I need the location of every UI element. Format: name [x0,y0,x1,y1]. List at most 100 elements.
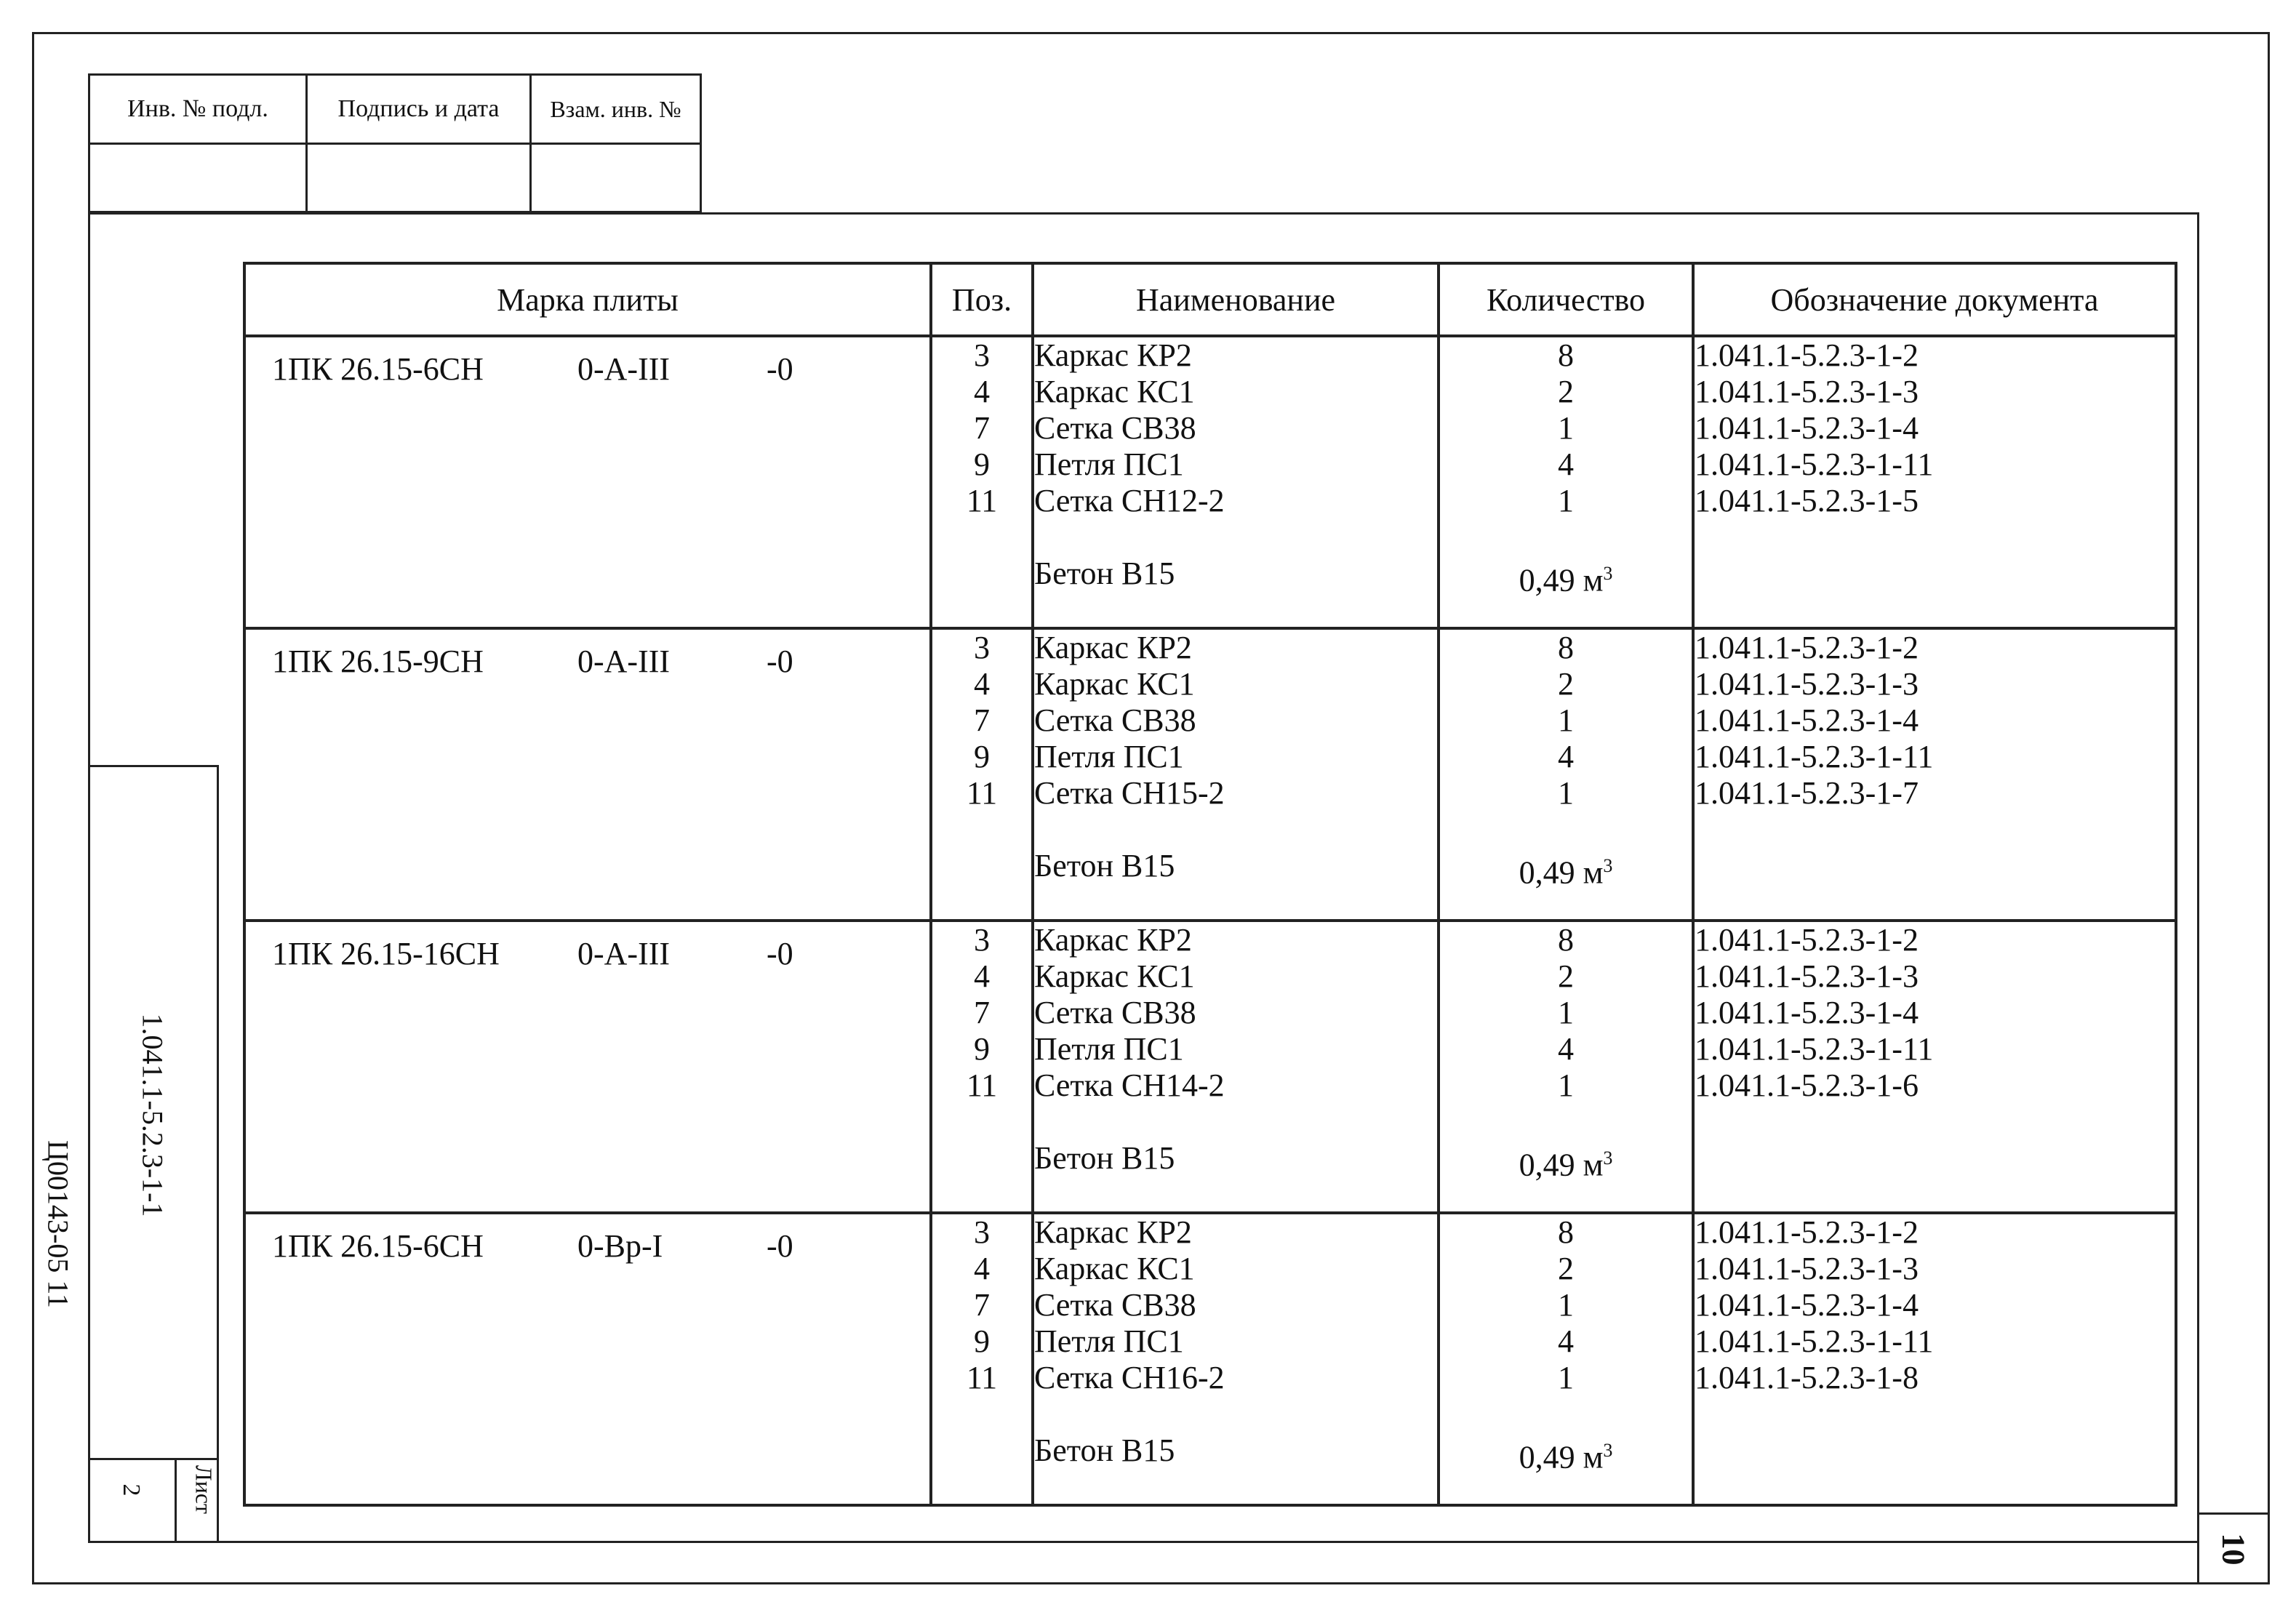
doc-ref-item: 1.041.1-5.2.3-1-3 [1695,958,1919,994]
position-item: 11 [966,483,998,518]
position-item: 11 [966,1067,998,1103]
doc-ref-item: 1.041.1-5.2.3-1-11 [1695,446,1934,482]
item-name-item: Каркас КР2 [1034,630,1192,665]
concrete-qty-value: 0,49 м [1519,1147,1604,1183]
item-name-cell: Каркас КР2 Каркас КС1 Сетка СВ38 Петля ПС1 С… [1031,1211,1440,1507]
item-name-item: Петля ПС1 [1034,446,1184,482]
concrete-qty: 0,49 м3 [1440,1140,1692,1184]
position-item: 4 [974,666,990,702]
position-item: 7 [974,702,990,738]
item-qty-item: 4 [1558,739,1574,774]
doc-ref-cell: 1.041.1-5.2.3-1-2 1.041.1-5.2.3-1-3 1.041.… [1692,919,2177,1214]
position-item: 7 [974,410,990,446]
item-qty-item: 1 [1558,995,1574,1030]
doc-ref-item: 1.041.1-5.2.3-1-11 [1695,1031,1934,1067]
item-name-item: Петля ПС1 [1034,1323,1184,1359]
doc-ref-cell: 1.041.1-5.2.3-1-2 1.041.1-5.2.3-1-3 1.041.… [1692,1211,2177,1507]
position-item: 4 [974,1251,990,1286]
mark-suffix: -0 [767,936,793,971]
concrete-unit-exponent: 3 [1603,1440,1613,1461]
header-name: Наименование [1031,262,1440,337]
slab-mark: 1ПК 26.15-6СН [272,351,484,387]
doc-ref-cell: 1.041.1-5.2.3-1-2 1.041.1-5.2.3-1-3 1.041.… [1692,627,2177,922]
item-name-cell: Каркас КР2 Каркас КС1 Сетка СВ38 Петля ПС1 С… [1031,919,1440,1214]
item-qty-item: 2 [1558,666,1574,702]
specification-table: Марка плиты Поз. Наименование Количество… [243,262,2177,1507]
item-qty-item: 1 [1558,483,1574,518]
position-item: 9 [974,1323,990,1359]
doc-ref-item: 1.041.1-5.2.3-1-4 [1695,702,1919,738]
item-name-cell: Каркас КР2 Каркас КС1 Сетка СВ38 Петля ПС1 С… [1031,334,1440,630]
doc-ref-item: 1.041.1-5.2.3-1-3 [1695,666,1919,702]
item-qty-item: 4 [1558,446,1574,482]
item-name-item: Каркас КР2 [1034,922,1192,958]
concrete-unit-exponent: 3 [1603,855,1613,876]
steel-class: 0-А-III [577,351,671,387]
item-name-item: Петля ПС1 [1034,739,1184,774]
item-name-item: Каркас КС1 [1034,958,1195,994]
item-name-item: Петля ПС1 [1034,1031,1184,1067]
item-name-item: Сетка СН14-2 [1034,1067,1225,1103]
item-name-item: Каркас КС1 [1034,374,1195,409]
item-qty-item: 2 [1558,958,1574,994]
item-qty-item: 1 [1558,410,1574,446]
page-number: 10 [2215,1533,2252,1566]
position-item: 3 [974,922,990,958]
position-item: 4 [974,374,990,409]
item-name-item: Сетка СН15-2 [1034,775,1225,811]
position-cell: 3 4 7 9 11 [929,627,1034,922]
mark-cell: 1ПК 26.15-16СН 0-А-III -0 [243,919,932,1214]
mark-cell: 1ПК 26.15-6СН 0-А-III -0 [243,334,932,630]
item-qty-item: 4 [1558,1323,1574,1359]
item-name-item: Сетка СВ38 [1034,1287,1196,1323]
position-item: 7 [974,995,990,1030]
concrete-qty: 0,49 м3 [1440,556,1692,599]
doc-ref-item: 1.041.1-5.2.3-1-5 [1695,483,1919,518]
doc-ref-item: 1.041.1-5.2.3-1-7 [1695,775,1919,811]
position-item: 9 [974,1031,990,1067]
mark-cell: 1ПК 26.15-9СН 0-А-III -0 [243,627,932,922]
item-qty-item: 1 [1558,1287,1574,1323]
doc-ref-item: 1.041.1-5.2.3-1-6 [1695,1067,1919,1103]
table-row: 1ПК 26.15-6СН 0-Вр-I -0 3 4 7 9 11 Каркас КР2 Кар… [243,1211,2177,1507]
item-name-item: Каркас КР2 [1034,337,1192,373]
item-qty-cell: 8 2 1 4 1 0,49 м3 [1437,1211,1695,1507]
table-row: 1ПК 26.15-9СН 0-А-III -0 3 4 7 9 11 Каркас КР2 Ка… [243,627,2177,922]
side-list-number: 2 [118,1483,145,1496]
header-qty: Количество [1437,262,1695,337]
item-name-cell: Каркас КР2 Каркас КС1 Сетка СВ38 Петля ПС1 С… [1031,627,1440,922]
position-item: 3 [974,630,990,665]
position-item: 9 [974,739,990,774]
mark-suffix: -0 [767,351,793,387]
item-qty-item: 4 [1558,1031,1574,1067]
doc-ref-item: 1.041.1-5.2.3-1-2 [1695,922,1919,958]
side-title-block [88,765,219,1543]
header-pos: Поз. [929,262,1034,337]
doc-ref-item: 1.041.1-5.2.3-1-3 [1695,1251,1919,1286]
concrete-name: Бетон В15 [1034,848,1175,883]
doc-ref-item: 1.041.1-5.2.3-1-8 [1695,1360,1919,1395]
item-qty-item: 1 [1558,1360,1574,1395]
mark-suffix: -0 [767,644,793,679]
steel-class: 0-Вр-I [577,1228,663,1264]
concrete-name: Бетон В15 [1034,1140,1175,1176]
doc-ref-item: 1.041.1-5.2.3-1-4 [1695,995,1919,1030]
concrete-qty: 0,49 м3 [1440,1432,1692,1476]
concrete-name: Бетон В15 [1034,556,1175,591]
stamp-inv-podl: Инв. № подл. [127,95,268,122]
item-name-item: Сетка СН16-2 [1034,1360,1225,1395]
slab-mark: 1ПК 26.15-16СН [272,936,500,971]
item-qty-item: 1 [1558,702,1574,738]
item-qty-item: 1 [1558,775,1574,811]
slab-mark: 1ПК 26.15-6СН [272,1228,484,1264]
doc-ref-cell: 1.041.1-5.2.3-1-2 1.041.1-5.2.3-1-3 1.041.… [1692,334,2177,630]
slab-mark: 1ПК 26.15-9СН [272,644,484,679]
header-doc: Обозначение документа [1692,262,2177,337]
side-doc-code: 1.041.1-5.2.3-1-1 [136,1013,169,1217]
mark-suffix: -0 [767,1228,793,1264]
steel-class: 0-А-III [577,936,671,971]
stamp-vzam-inv: Взам. инв. № [550,95,681,122]
position-item: 11 [966,775,998,811]
concrete-qty-value: 0,49 м [1519,854,1604,891]
doc-ref-item: 1.041.1-5.2.3-1-4 [1695,410,1919,446]
